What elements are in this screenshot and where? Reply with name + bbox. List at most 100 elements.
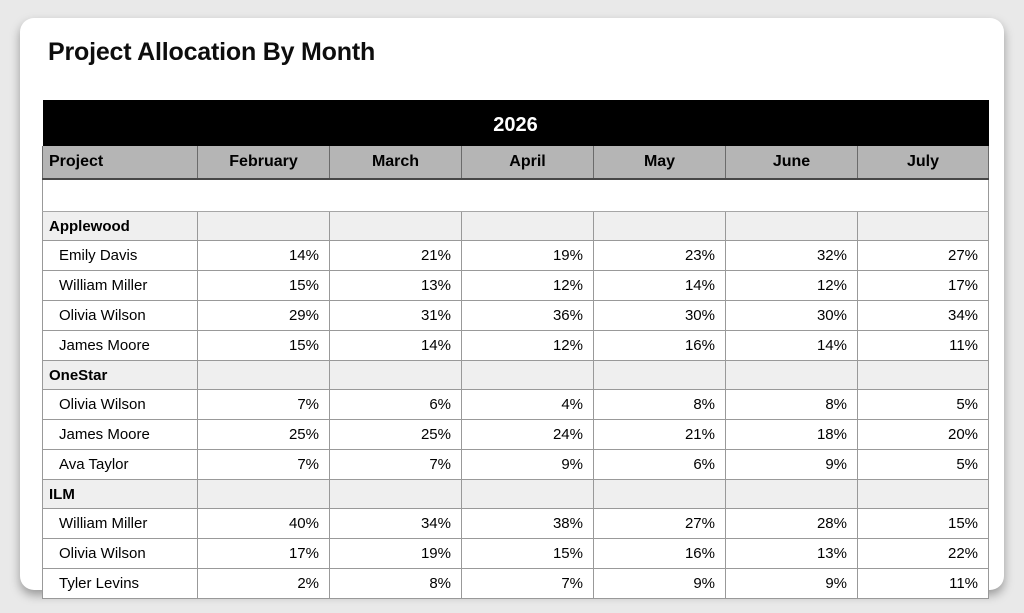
allocation-value: 15% xyxy=(197,270,330,301)
allocation-value: 19% xyxy=(461,240,594,271)
allocation-value: 12% xyxy=(461,330,594,361)
allocation-value: 13% xyxy=(725,538,858,569)
member-row: Olivia Wilson 7% 6% 4% 8% 8% 5% xyxy=(42,389,990,420)
allocation-value: 9% xyxy=(461,449,594,480)
allocation-value: 6% xyxy=(329,389,462,420)
allocation-value: 5% xyxy=(856,389,990,420)
group-name: Applewood xyxy=(42,211,198,241)
allocation-value: 7% xyxy=(197,389,330,420)
empty-cell xyxy=(856,479,990,509)
allocation-value: 14% xyxy=(329,330,462,361)
column-header-project: Project xyxy=(42,146,198,180)
allocation-value: 11% xyxy=(856,568,990,599)
empty-cell xyxy=(725,479,858,509)
allocation-value: 14% xyxy=(197,240,330,271)
allocation-value: 21% xyxy=(593,419,726,450)
content-card: Project Allocation By Month 2026 Project… xyxy=(20,18,1004,599)
group-row: Applewood xyxy=(42,211,990,241)
allocation-value: 7% xyxy=(197,449,330,480)
allocation-table: 2026 Project February March April May June Jul… xyxy=(41,100,990,599)
allocation-value: 15% xyxy=(856,508,990,539)
empty-cell xyxy=(593,360,726,390)
allocation-value: 7% xyxy=(329,449,462,480)
page-title: Project Allocation By Month xyxy=(48,38,376,66)
member-name: James Moore xyxy=(42,330,198,361)
allocation-value: 29% xyxy=(197,300,330,331)
member-row: Ava Taylor 7% 7% 9% 6% 9% 5% xyxy=(42,449,990,480)
empty-cell xyxy=(329,360,462,390)
empty-cell xyxy=(197,479,330,509)
allocation-value: 23% xyxy=(593,240,726,271)
member-name: Olivia Wilson xyxy=(42,538,198,569)
column-header-april: April xyxy=(461,146,594,180)
member-row: William Miller 40% 34% 38% 27% 28% 15% xyxy=(42,508,990,539)
allocation-value: 6% xyxy=(593,449,726,480)
year-banner: 2026 xyxy=(42,100,989,146)
empty-cell xyxy=(725,211,858,241)
allocation-value: 12% xyxy=(461,270,594,301)
empty-cell xyxy=(856,360,990,390)
member-row: Olivia Wilson 29% 31% 36% 30% 30% 34% xyxy=(42,300,990,331)
allocation-value: 7% xyxy=(461,568,594,599)
empty-cell xyxy=(461,479,594,509)
allocation-value: 27% xyxy=(593,508,726,539)
allocation-value: 40% xyxy=(197,508,330,539)
group-name: ILM xyxy=(42,479,198,509)
allocation-value: 30% xyxy=(593,300,726,331)
member-name: Ava Taylor xyxy=(42,449,198,480)
member-row: James Moore 25% 25% 24% 21% 18% 20% xyxy=(42,419,990,450)
allocation-value: 2% xyxy=(197,568,330,599)
allocation-value: 30% xyxy=(725,300,858,331)
column-header-february: February xyxy=(197,146,330,180)
allocation-value: 34% xyxy=(329,508,462,539)
member-row: James Moore 15% 14% 12% 16% 14% 11% xyxy=(42,330,990,361)
allocation-value: 16% xyxy=(593,330,726,361)
column-header-march: March xyxy=(329,146,462,180)
member-name: Olivia Wilson xyxy=(42,300,198,331)
empty-cell xyxy=(461,211,594,241)
allocation-value: 9% xyxy=(593,568,726,599)
column-header-row: Project February March April May June July xyxy=(42,146,990,180)
allocation-value: 21% xyxy=(329,240,462,271)
allocation-value: 11% xyxy=(856,330,990,361)
member-name: William Miller xyxy=(42,508,198,539)
empty-cell xyxy=(197,360,330,390)
member-name: Olivia Wilson xyxy=(42,389,198,420)
empty-cell xyxy=(197,211,330,241)
empty-cell xyxy=(461,360,594,390)
spacer-row xyxy=(41,179,990,212)
allocation-value: 14% xyxy=(593,270,726,301)
column-header-june: June xyxy=(725,146,858,180)
allocation-value: 32% xyxy=(725,240,858,271)
member-row: William Miller 15% 13% 12% 14% 12% 17% xyxy=(42,270,990,301)
spacer-cell xyxy=(41,179,990,212)
allocation-value: 5% xyxy=(856,449,990,480)
allocation-value: 34% xyxy=(856,300,990,331)
allocation-value: 20% xyxy=(856,419,990,450)
empty-cell xyxy=(329,479,462,509)
allocation-value: 25% xyxy=(329,419,462,450)
member-row: Olivia Wilson 17% 19% 15% 16% 13% 22% xyxy=(42,538,990,569)
allocation-value: 18% xyxy=(725,419,858,450)
allocation-value: 25% xyxy=(197,419,330,450)
allocation-value: 9% xyxy=(725,568,858,599)
member-name: William Miller xyxy=(42,270,198,301)
group-row: ILM xyxy=(42,479,990,509)
year-banner-row: 2026 xyxy=(42,100,989,146)
member-name: James Moore xyxy=(42,419,198,450)
allocation-value: 31% xyxy=(329,300,462,331)
empty-cell xyxy=(593,479,726,509)
allocation-value: 24% xyxy=(461,419,594,450)
empty-cell xyxy=(329,211,462,241)
member-row: Emily Davis 14% 21% 19% 23% 32% 27% xyxy=(42,240,990,271)
allocation-value: 19% xyxy=(329,538,462,569)
empty-cell xyxy=(856,211,990,241)
allocation-value: 8% xyxy=(725,389,858,420)
allocation-value: 17% xyxy=(856,270,990,301)
empty-cell xyxy=(593,211,726,241)
allocation-value: 9% xyxy=(725,449,858,480)
allocation-value: 28% xyxy=(725,508,858,539)
allocation-value: 27% xyxy=(856,240,990,271)
allocation-value: 4% xyxy=(461,389,594,420)
allocation-value: 13% xyxy=(329,270,462,301)
